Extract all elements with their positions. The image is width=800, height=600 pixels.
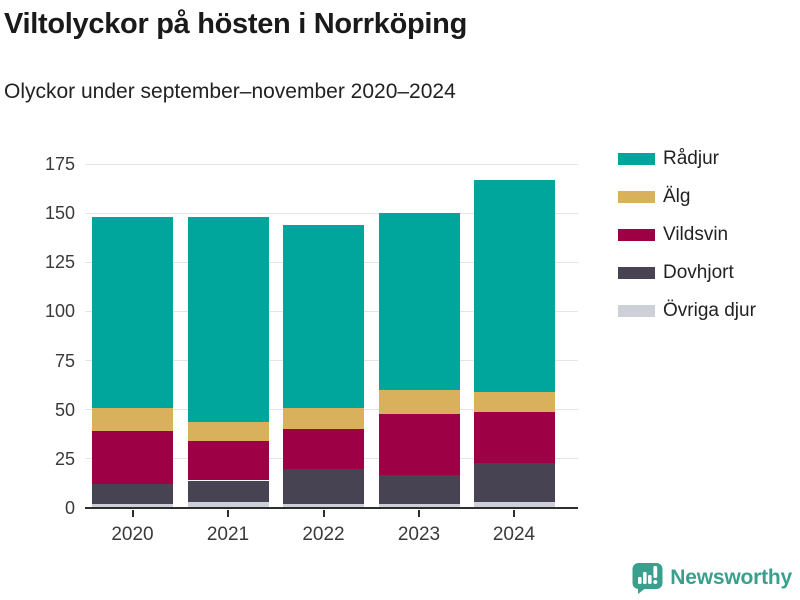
bar-segment-2020-Rådjur bbox=[92, 217, 173, 408]
bar-segment-2024-Dovhjort bbox=[473, 462, 555, 503]
bar-segment-2022-Vildsvin bbox=[283, 429, 364, 469]
x-axis-label-2023: 2023 bbox=[397, 524, 441, 545]
bar-segment-2020-Vildsvin bbox=[92, 431, 173, 485]
legend-swatch-icon bbox=[618, 191, 655, 203]
legend-item-Rådjur: Rådjur bbox=[618, 148, 756, 170]
bar-segment-2022-Dovhjort bbox=[283, 468, 364, 505]
bar-segment-2021-Dovhjort bbox=[187, 480, 269, 503]
legend-item-Dovhjort: Dovhjort bbox=[618, 262, 756, 284]
y-axis-tick-label: 125 bbox=[44, 252, 75, 273]
bar-segment-2023-Övriga djur bbox=[378, 504, 460, 508]
bar-segment-2020-Övriga djur bbox=[92, 504, 173, 508]
legend-label: Rådjur bbox=[663, 148, 719, 169]
legend: Rådjur Älg Vildsvin Dovhjort Övriga djur bbox=[618, 148, 756, 338]
x-axis-label-2020: 2020 bbox=[111, 524, 154, 545]
bar-segment-2021-Övriga djur bbox=[187, 502, 269, 508]
y-axis-tick-label: 50 bbox=[54, 399, 75, 420]
bar-segment-2024-Rådjur bbox=[473, 179, 555, 393]
legend-item-Älg: Älg bbox=[618, 186, 756, 208]
legend-swatch-icon bbox=[618, 305, 655, 317]
legend-swatch-icon bbox=[618, 153, 655, 165]
plot-area: 0 25 50 75 100 125 150 175 2020 2021 2022 2023 2024 bbox=[45, 150, 578, 545]
x-axis-label-2024: 2024 bbox=[492, 524, 536, 545]
x-axis-tick bbox=[131, 510, 134, 517]
gridline-y-175 bbox=[85, 163, 578, 165]
bar-segment-2022-Rådjur bbox=[283, 224, 364, 408]
bar-segment-2021-Vildsvin bbox=[187, 441, 269, 481]
bar-segment-2024-Övriga djur bbox=[473, 502, 555, 508]
bar-segment-2023-Vildsvin bbox=[378, 413, 460, 475]
y-axis-tick-label: 75 bbox=[54, 350, 75, 371]
y-axis-tick-label: 100 bbox=[44, 301, 75, 322]
bar-segment-2022-Älg bbox=[283, 407, 364, 430]
bar-segment-2021-Älg bbox=[187, 421, 269, 442]
brand-name: Newsworthy bbox=[670, 565, 792, 589]
bar-segment-2023-Dovhjort bbox=[378, 474, 460, 505]
y-axis-tick-label: 175 bbox=[44, 154, 75, 174]
x-axis-label-2021: 2021 bbox=[206, 524, 250, 545]
x-axis-tick bbox=[227, 510, 229, 517]
x-axis-tick bbox=[322, 510, 325, 517]
legend-item-Övriga djur: Övriga djur bbox=[618, 300, 756, 322]
bar-segment-2024-Vildsvin bbox=[473, 411, 555, 463]
legend-label: Dovhjort bbox=[663, 262, 734, 283]
bar-segment-2023-Rådjur bbox=[378, 213, 460, 391]
bar-segment-2020-Älg bbox=[92, 407, 173, 432]
legend-label: Vildsvin bbox=[663, 224, 729, 245]
legend-item-Vildsvin: Vildsvin bbox=[618, 224, 756, 246]
y-axis-tick-label: 25 bbox=[54, 448, 75, 469]
bar-segment-2020-Dovhjort bbox=[92, 484, 173, 505]
legend-label: Älg bbox=[663, 186, 691, 207]
newsworthy-logo-icon bbox=[632, 563, 663, 594]
page-subtitle: Olyckor under september–november 2020–20… bbox=[4, 80, 456, 103]
bar-segment-2024-Älg bbox=[473, 392, 555, 412]
bar-segment-2021-Rådjur bbox=[187, 217, 269, 422]
page-title: Viltolyckor på hösten i Norrköping bbox=[4, 8, 468, 40]
x-axis-label-2022: 2022 bbox=[302, 524, 345, 545]
y-axis-tick-label: 150 bbox=[44, 203, 75, 224]
x-axis-tick bbox=[418, 510, 420, 517]
legend-swatch-icon bbox=[618, 229, 655, 241]
y-axis-tick-label: 0 bbox=[64, 498, 75, 518]
x-axis-line bbox=[85, 506, 578, 509]
bar-segment-2023-Älg bbox=[378, 390, 460, 414]
bar-segment-2022-Övriga djur bbox=[283, 504, 364, 508]
legend-swatch-icon bbox=[618, 267, 655, 279]
gridline-y-150 bbox=[85, 212, 578, 214]
brand-footer: Newsworthy bbox=[632, 561, 792, 594]
legend-label: Övriga djur bbox=[663, 300, 756, 321]
x-axis-tick bbox=[513, 510, 515, 517]
